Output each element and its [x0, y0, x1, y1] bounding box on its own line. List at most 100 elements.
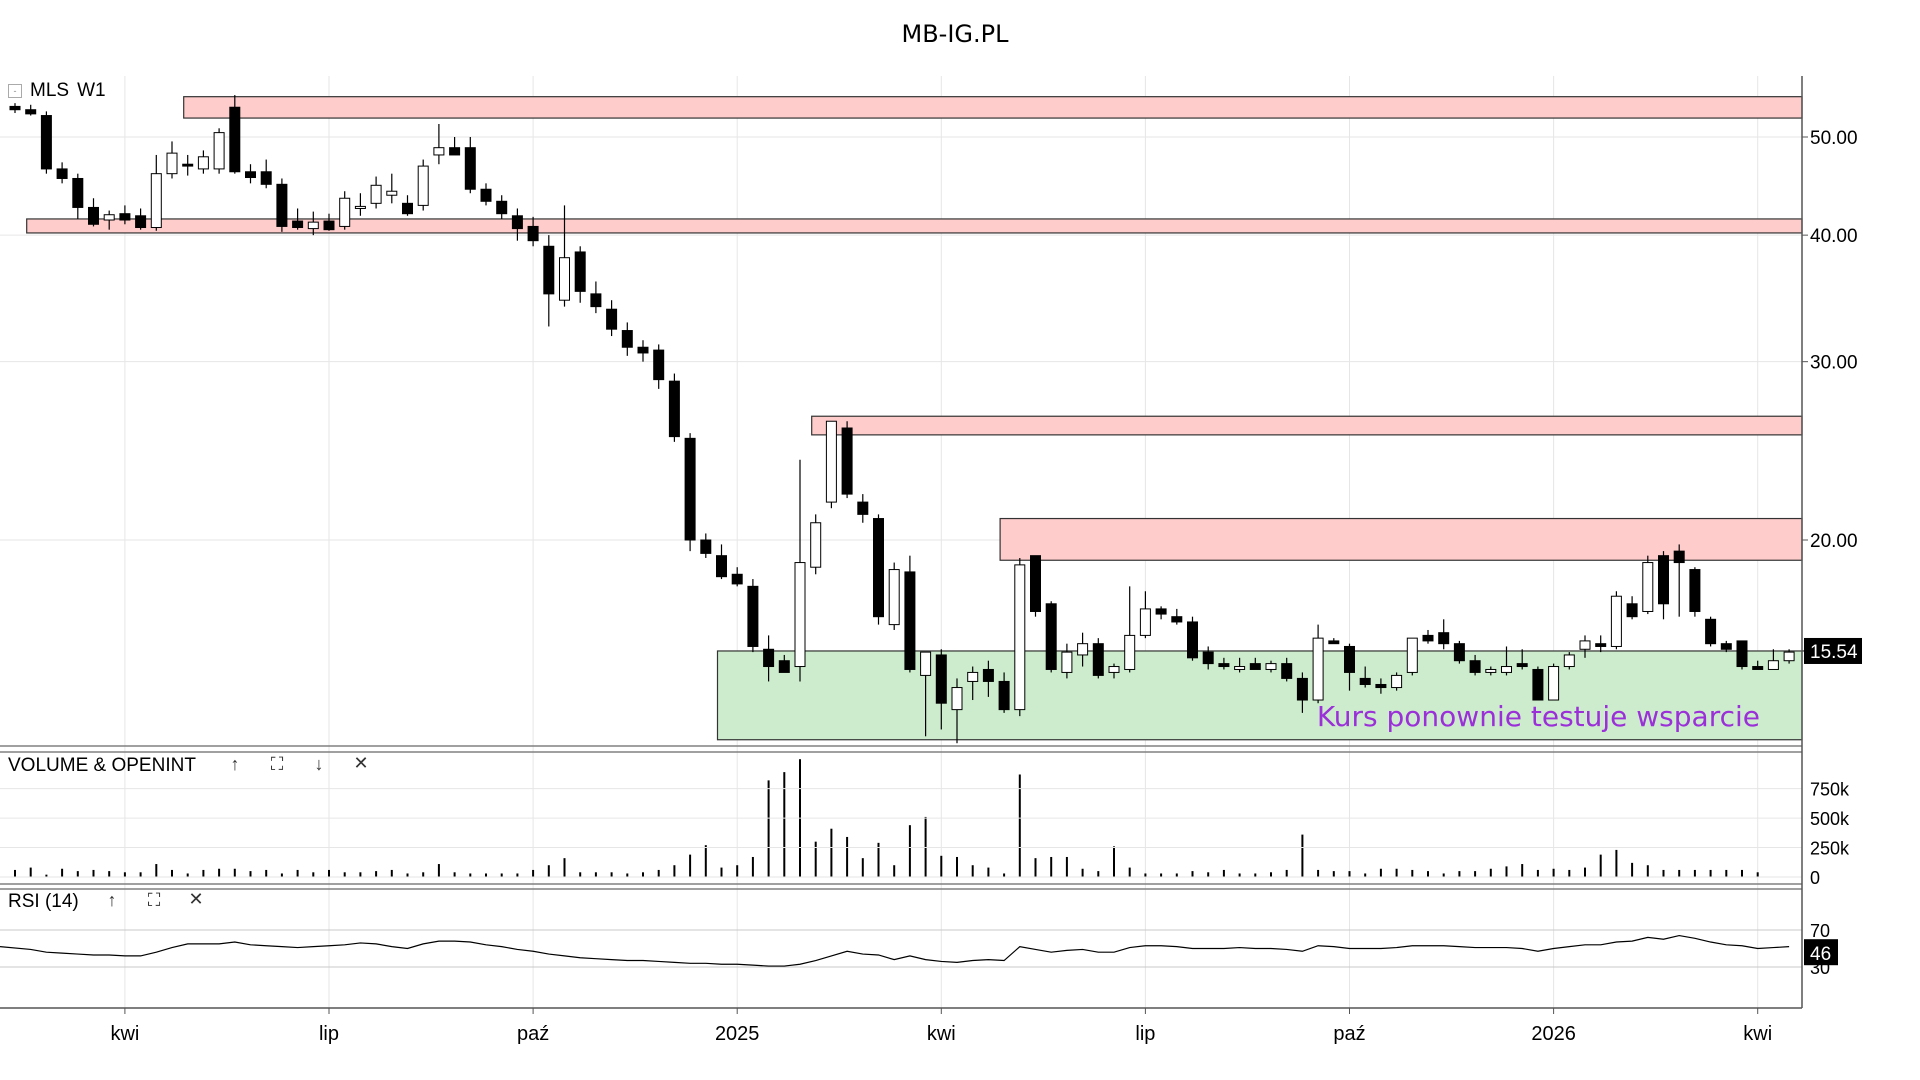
candle-down	[25, 109, 37, 115]
time-tick-label: kwi	[1743, 1023, 1772, 1045]
candle-up	[1139, 608, 1151, 636]
time-tick-label: 2025	[715, 1023, 760, 1045]
candle-up	[166, 152, 178, 175]
candle-up	[197, 156, 209, 170]
candle-down	[1218, 663, 1230, 668]
up-arrow-icon[interactable]: ↑	[230, 754, 240, 774]
candle-up	[1548, 666, 1560, 701]
time-tick-label: kwi	[927, 1023, 956, 1045]
page-title: MB-IG.PL	[901, 20, 1009, 48]
candle-up	[1406, 637, 1418, 673]
candle-down	[1736, 640, 1748, 668]
main-panel-bg	[0, 76, 1802, 746]
time-tick-label: lip	[319, 1023, 339, 1045]
candle-down	[119, 213, 131, 221]
candle-up	[1108, 666, 1120, 673]
candle-down	[182, 163, 194, 167]
price-axis: 20.00 30.00 40.00 50.00 15.54	[1802, 128, 1862, 664]
candle-up	[1014, 564, 1026, 711]
candle-up	[1312, 637, 1324, 701]
candle-up	[920, 651, 932, 676]
collapse-icon[interactable]: -	[8, 84, 22, 98]
candle-up	[417, 165, 429, 206]
candle-down	[480, 188, 492, 202]
candle-up	[386, 190, 398, 196]
candle-down	[1202, 651, 1214, 665]
candle-down	[88, 206, 99, 225]
candle-down	[1030, 555, 1041, 612]
candle-up	[1234, 666, 1246, 670]
candle-up	[1767, 660, 1779, 670]
candles	[9, 95, 1795, 744]
candle-up	[559, 257, 570, 301]
candle-down	[1249, 663, 1261, 670]
candle-down	[606, 308, 618, 330]
volume-tick-label: 750k	[1810, 780, 1850, 800]
up-arrow-icon[interactable]: ↑	[107, 890, 117, 910]
candle-up	[307, 221, 319, 230]
candle-down	[778, 660, 790, 673]
candle-down	[700, 539, 712, 554]
candle-down	[1155, 608, 1167, 615]
candle-up	[888, 569, 900, 626]
candle-down	[935, 654, 947, 704]
expand-icon[interactable]: ⛶	[270, 754, 284, 774]
last-price-badge	[1804, 637, 1862, 664]
candle-down	[857, 501, 869, 515]
candle-down	[1296, 677, 1308, 701]
rsi-line	[0, 934, 1790, 967]
candle-up	[1485, 668, 1497, 673]
candle-down	[260, 171, 272, 185]
candle-down	[464, 147, 476, 190]
close-icon[interactable]: ✕	[353, 753, 369, 773]
candle-up	[150, 173, 162, 229]
candle-down	[1689, 569, 1701, 612]
candle-down	[1422, 634, 1434, 642]
volume-panel-label: VOLUME & OPENINT	[8, 755, 196, 776]
volume-axis: 0 250k 500k 750k	[0, 780, 1850, 888]
candle-down	[323, 220, 335, 231]
candle-up	[1610, 595, 1622, 647]
candle-down	[1720, 643, 1732, 650]
candle-up	[1579, 640, 1591, 650]
candle-up	[1061, 651, 1073, 673]
candle-down	[135, 215, 147, 229]
candle-up	[1124, 634, 1136, 670]
candle-up	[1265, 663, 1277, 670]
candle-up	[1501, 666, 1512, 673]
candle-up	[1077, 643, 1089, 656]
candle-down	[1438, 632, 1450, 645]
candle-down	[653, 349, 665, 381]
candle-up	[433, 147, 445, 156]
candle-down	[637, 346, 649, 354]
candle-down	[9, 105, 21, 111]
candle-down	[40, 115, 52, 170]
candle-down	[276, 183, 288, 227]
close-icon[interactable]: ✕	[188, 889, 204, 909]
rsi-last-label: 46	[1810, 944, 1831, 965]
candle-down	[496, 200, 508, 215]
candle-down	[543, 245, 555, 295]
candle-up	[794, 562, 806, 668]
candle-down	[1328, 640, 1340, 645]
rsi-panel-label: RSI (14)	[8, 891, 79, 912]
price-tick-label: 30.00	[1810, 353, 1858, 374]
candle-down	[1359, 677, 1371, 685]
candle-down	[229, 106, 241, 173]
candle-down	[1187, 621, 1198, 659]
rsi-level-label: 70	[1810, 921, 1830, 941]
rsi-last-badge	[1804, 939, 1838, 966]
candle-down	[1171, 616, 1183, 623]
candle-down	[1595, 643, 1607, 647]
resistance-zone	[999, 517, 1803, 561]
candle-up	[967, 671, 979, 682]
last-price-label: 15.54	[1810, 642, 1858, 663]
candle-down	[982, 668, 994, 682]
candle-up	[1563, 654, 1575, 668]
time-tick-label: paź	[1333, 1023, 1365, 1045]
candle-down	[841, 427, 853, 495]
time-tick-label: paź	[517, 1023, 549, 1045]
expand-icon[interactable]: ⛶	[147, 890, 161, 910]
down-arrow-icon[interactable]: ↓	[314, 754, 324, 774]
